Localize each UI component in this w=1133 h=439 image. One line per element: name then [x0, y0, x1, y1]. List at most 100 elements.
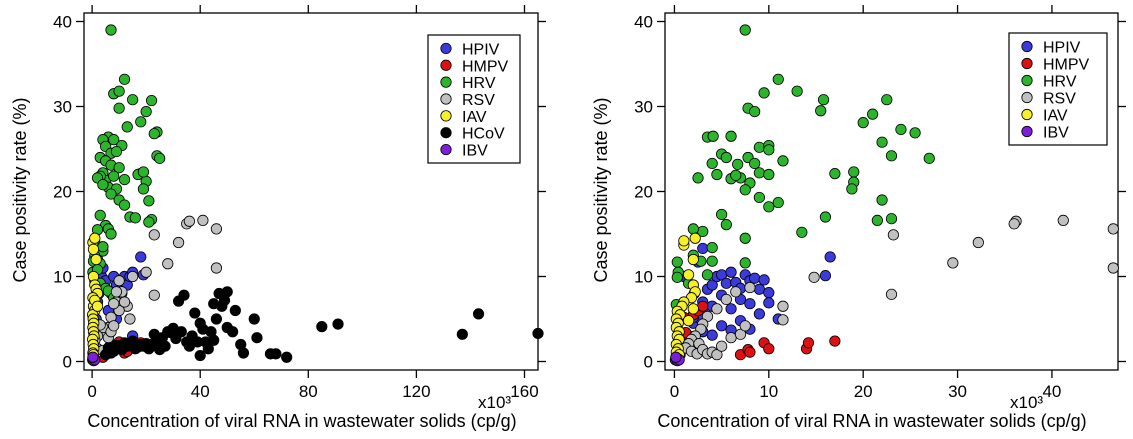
data-point-hrv: [881, 94, 893, 106]
data-point-rsv: [162, 258, 174, 270]
data-point-iav: [91, 300, 104, 312]
x-axis-label: Concentration of viral RNA in wastewater…: [87, 411, 516, 431]
x-tick-label: 0: [670, 382, 679, 401]
data-point-hrv: [867, 108, 879, 120]
data-point-rsv: [113, 275, 125, 287]
data-point-rsv: [172, 236, 185, 249]
legend-marker: [440, 127, 452, 139]
data-point-rsv: [210, 262, 223, 274]
data-point-iav: [687, 253, 699, 266]
data-point-hrv: [753, 141, 765, 153]
x-tick-label: 10: [759, 382, 778, 401]
data-point-rsv: [947, 257, 959, 269]
data-point-hrv: [763, 201, 775, 213]
x-tick-label: 30: [948, 382, 967, 401]
data-point-hrv: [730, 169, 742, 181]
data-point-hcov: [264, 348, 277, 360]
data-point-rsv: [720, 293, 732, 306]
data-point-hcov: [248, 313, 260, 325]
data-point-hrv: [846, 183, 858, 195]
y-tick-label: 0: [63, 353, 72, 372]
data-point-hcov: [229, 304, 241, 317]
data-point-rsv: [730, 286, 742, 298]
data-point-hcov: [210, 313, 223, 325]
data-point-hrv: [706, 255, 718, 267]
x-tick-label: 40: [191, 382, 210, 401]
data-point-hrv: [113, 102, 125, 114]
data-point-ibv: [670, 351, 682, 363]
data-point-rsv: [777, 314, 789, 326]
data-point-hpiv: [753, 308, 765, 320]
data-point-hcov: [532, 327, 544, 340]
y-tick-label: 30: [53, 98, 72, 117]
data-point-hrv: [791, 85, 803, 97]
data-point-hrv: [671, 256, 683, 268]
data-point-hrv: [885, 213, 898, 225]
data-point-hrv: [108, 170, 120, 182]
data-point-hmpv: [763, 343, 775, 355]
data-point-hrv: [885, 150, 898, 162]
data-point-hmpv: [829, 335, 841, 347]
data-point-hcov: [251, 332, 263, 344]
legend-marker: [1021, 57, 1033, 70]
left-scatter-plot: Case positivity rate (%) Concentration o…: [10, 5, 546, 431]
data-point-iav: [89, 232, 101, 244]
data-point-rsv: [1107, 223, 1119, 235]
data-point-hpiv: [744, 298, 756, 310]
data-point-hrv: [105, 188, 117, 200]
data-point-rsv: [711, 349, 723, 361]
y-tick-label: 40: [634, 13, 653, 32]
data-point-rsv: [108, 320, 120, 332]
data-point-hrv: [876, 136, 888, 148]
x-axis-multiplier: x10³: [1010, 393, 1043, 412]
x-tick-label: 20: [854, 382, 873, 401]
legend-label: HCoV: [462, 126, 505, 143]
data-point-rsv: [148, 289, 160, 301]
data-point-hrv: [739, 24, 751, 36]
x-axis-label: Concentration of viral RNA in wastewater…: [657, 411, 1086, 431]
data-point-hrv: [753, 167, 765, 179]
data-point-hrv: [105, 24, 117, 36]
data-point-hrv: [796, 226, 808, 238]
data-point-hrv: [121, 121, 133, 133]
data-point-rsv: [808, 271, 820, 283]
legend-label: HMPV: [1043, 57, 1090, 74]
data-point-hpiv: [753, 283, 765, 295]
data-point-rsv: [183, 215, 195, 227]
data-point-hrv: [148, 128, 160, 140]
legend-label: IBV: [462, 143, 488, 160]
data-point-hpiv: [716, 320, 728, 332]
data-point-hrv: [118, 73, 131, 85]
data-point-hrv: [777, 155, 789, 167]
data-point-hcov: [332, 318, 344, 330]
data-point-rsv: [734, 328, 747, 340]
data-point-iav: [687, 303, 699, 315]
data-point-rsv: [887, 229, 899, 241]
y-tick-label: 10: [53, 268, 72, 287]
data-point-iav: [682, 315, 695, 327]
data-point-hpiv: [824, 251, 836, 263]
data-point-hrv: [749, 157, 761, 170]
data-point-hcov: [189, 307, 201, 319]
data-point-rsv: [140, 266, 152, 278]
y-tick-label: 0: [644, 353, 653, 372]
data-point-hrv: [140, 106, 152, 118]
data-point-hrv: [706, 157, 718, 170]
data-point-rsv: [124, 313, 136, 325]
data-point-hpiv: [135, 251, 147, 263]
legend-label: RSV: [462, 92, 495, 109]
data-point-hpiv: [725, 303, 737, 315]
data-point-hrv: [105, 228, 117, 240]
data-point-hpiv: [706, 329, 718, 341]
data-point-hrv: [118, 174, 131, 186]
legend-marker: [1021, 125, 1033, 138]
data-point-hrv: [707, 130, 719, 142]
legend-marker: [440, 110, 452, 122]
legend-marker: [440, 93, 452, 105]
data-point-hrv: [97, 179, 109, 191]
data-point-iav: [682, 269, 695, 281]
data-point-hcov: [281, 351, 293, 363]
data-point-hrv: [154, 152, 166, 164]
data-point-hrv: [143, 195, 155, 207]
data-point-hcov: [235, 338, 247, 351]
